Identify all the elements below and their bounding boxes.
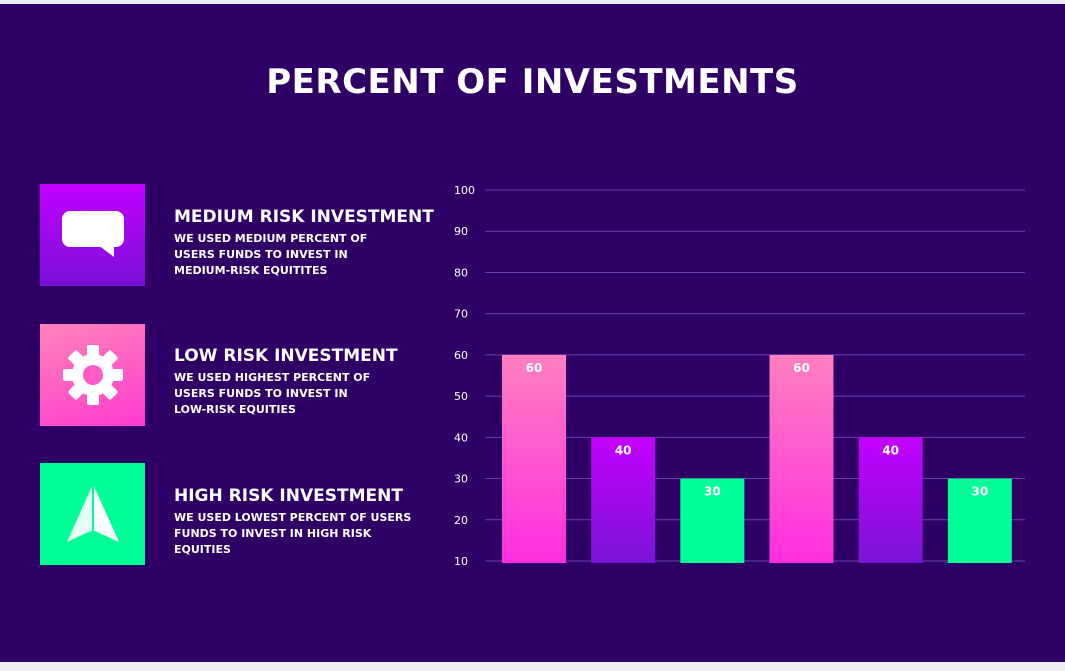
- y-tick-label: 10: [454, 555, 468, 568]
- legend-description: WE USED MEDIUM PERCENT OF USERS FUNDS TO…: [174, 231, 434, 279]
- y-tick-label: 90: [454, 225, 468, 238]
- y-tick-label: 60: [454, 349, 468, 362]
- paper-plane-icon: [40, 463, 145, 565]
- bar-data-label: 30: [704, 485, 721, 499]
- gear-icon: [40, 324, 145, 426]
- y-tick-label: 100: [454, 184, 475, 197]
- bar: [947, 478, 1012, 563]
- legend-item-high-risk: HIGH RISK INVESTMENT WE USED LOWEST PERC…: [40, 463, 460, 565]
- bar-data-label: 60: [526, 361, 543, 375]
- legend-description-line: WE USED LOWEST PERCENT OF USERS: [174, 511, 412, 524]
- legend-description-line: USERS FUNDS TO INVEST IN: [174, 387, 348, 400]
- page-title: PERCENT OF INVESTMENTS: [266, 62, 799, 102]
- legend-description: WE USED LOWEST PERCENT OF USERS FUNDS TO…: [174, 510, 434, 558]
- bar: [591, 437, 656, 563]
- bar: [502, 354, 566, 563]
- legend-title: HIGH RISK INVESTMENT: [174, 486, 403, 506]
- legend-description-line: MEDIUM-RISK EQUITITES: [174, 264, 328, 277]
- legend-description: WE USED HIGHEST PERCENT OF USERS FUNDS T…: [174, 370, 434, 418]
- y-tick-label: 20: [454, 514, 468, 527]
- bar-data-label: 40: [615, 443, 632, 457]
- legend-item-low-risk: LOW RISK INVESTMENT WE USED HIGHEST PERC…: [40, 324, 460, 426]
- y-tick-label: 50: [454, 390, 468, 403]
- slide: PERCENT OF INVESTMENTS MEDIUM RISK INVES…: [0, 4, 1065, 662]
- legend-description-line: FUNDS TO INVEST IN HIGH RISK: [174, 527, 372, 540]
- legend-title: LOW RISK INVESTMENT: [174, 346, 398, 366]
- bar: [769, 354, 834, 563]
- bar: [858, 437, 923, 563]
- y-tick-label: 40: [454, 431, 468, 444]
- legend-description-line: WE USED MEDIUM PERCENT OF: [174, 232, 368, 245]
- legend-item-medium-risk: MEDIUM RISK INVESTMENT WE USED MEDIUM PE…: [40, 184, 460, 286]
- speech-bubble-icon: [40, 184, 145, 286]
- bar-data-label: 30: [971, 485, 988, 499]
- bar: [680, 478, 745, 563]
- legend-description-line: USERS FUNDS TO INVEST IN: [174, 248, 348, 261]
- legend-description-line: LOW-RISK EQUITIES: [174, 403, 296, 416]
- bar-chart: 10 20 30 40 50 60 70 80 90 100 60 40 30 60 40 30: [454, 184, 1025, 568]
- legend-description-line: WE USED HIGHEST PERCENT OF: [174, 371, 371, 384]
- legend-title: MEDIUM RISK INVESTMENT: [174, 207, 434, 227]
- bar-data-label: 60: [793, 361, 810, 375]
- y-tick-label: 70: [454, 308, 468, 321]
- y-tick-label: 80: [454, 266, 468, 279]
- legend-description-line: EQUITIES: [174, 543, 231, 556]
- y-tick-label: 30: [454, 473, 468, 486]
- bar-data-label: 40: [882, 443, 899, 457]
